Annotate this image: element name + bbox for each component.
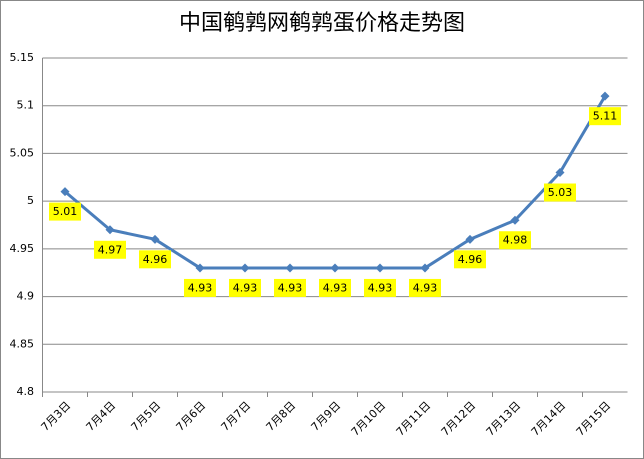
label-box [229, 278, 261, 297]
label-box [319, 278, 351, 297]
data-label: 4.93 [413, 281, 438, 294]
label-box [364, 278, 396, 297]
data-label: 4.98 [503, 234, 528, 247]
marker [510, 215, 520, 225]
y-tick-label: 5.1 [17, 99, 35, 112]
y-tick-label: 5.05 [10, 146, 35, 159]
y-tick-label: 5.15 [10, 51, 35, 64]
y-tick-label: 4.9 [17, 290, 35, 303]
data-label: 4.96 [458, 253, 483, 266]
data-label: 4.93 [368, 281, 393, 294]
data-label: 4.93 [233, 281, 258, 294]
label-box [544, 183, 576, 202]
chart-title: 中国鹌鹑网鹌鹑蛋价格走势图 [179, 11, 465, 36]
label-box [94, 240, 126, 259]
label-box [49, 202, 81, 221]
label-box [454, 250, 486, 269]
label-box [499, 231, 531, 250]
label-box [589, 107, 621, 126]
data-label: 5.01 [53, 205, 78, 218]
marker [60, 187, 70, 197]
y-tick-label: 4.8 [17, 385, 35, 398]
y-tick-label: 4.85 [10, 337, 35, 350]
marker [375, 263, 385, 273]
data-label: 4.96 [143, 253, 168, 266]
data-label: 4.97 [98, 243, 123, 256]
marker [420, 263, 430, 273]
marker [465, 234, 475, 244]
marker [600, 91, 610, 101]
data-label: 5.11 [593, 110, 618, 123]
data-label: 5.03 [548, 186, 573, 199]
label-box [409, 278, 441, 297]
marker [330, 263, 340, 273]
marker [555, 168, 565, 178]
label-box [139, 250, 171, 269]
y-tick-label: 4.95 [10, 242, 35, 255]
label-box [184, 278, 216, 297]
data-label: 4.93 [323, 281, 348, 294]
marker [285, 263, 295, 273]
y-tick-label: 5 [27, 194, 34, 207]
marker [195, 263, 205, 273]
data-label: 4.93 [188, 281, 213, 294]
marker [150, 234, 160, 244]
data-label: 4.93 [278, 281, 303, 294]
marker [105, 225, 115, 235]
label-box [274, 278, 306, 297]
marker [240, 263, 250, 273]
